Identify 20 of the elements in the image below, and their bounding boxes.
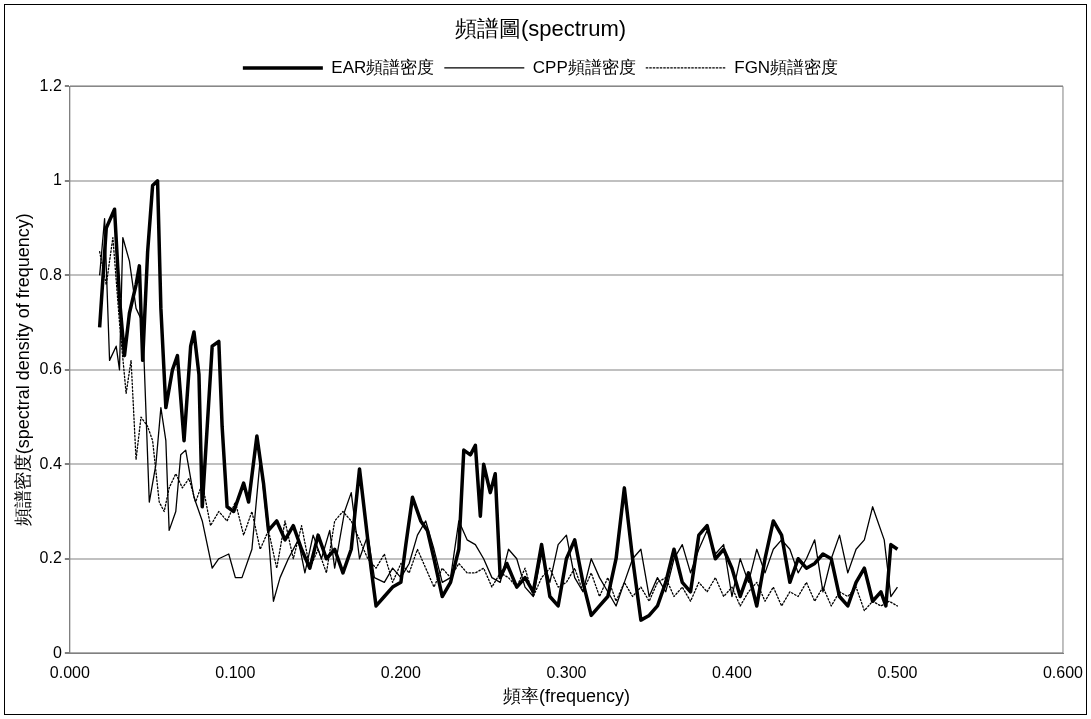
y-tick-label: 1 [52,171,62,189]
legend-label: EAR頻譜密度 [331,57,435,77]
x-tick-label: 0.600 [1042,664,1084,682]
x-tick-label: 0.100 [215,664,256,682]
x-axis-title: 頻率(frequency) [502,686,630,707]
y-axis-title: 頻譜密度(spectral density of frequency) [12,213,33,527]
x-tick-label: 0.000 [49,664,90,682]
y-tick-label: 0.8 [39,265,62,283]
x-tick-label: 0.400 [711,664,753,682]
x-tick-label: 0.500 [877,664,918,682]
y-tick-label: 0.2 [39,549,62,567]
y-tick-label: 1.2 [39,76,62,94]
y-tick-label: 0 [52,643,62,661]
chart-title: 頻譜圖(spectrum) [454,16,627,42]
x-tick-label: 0.300 [546,664,587,682]
legend-label: FGN頻譜密度 [734,57,839,77]
y-tick-label: 0.6 [39,360,62,378]
legend-label: CPP頻譜密度 [532,57,636,77]
y-tick-label: 0.4 [39,454,62,472]
x-tick-label: 0.200 [380,664,422,682]
